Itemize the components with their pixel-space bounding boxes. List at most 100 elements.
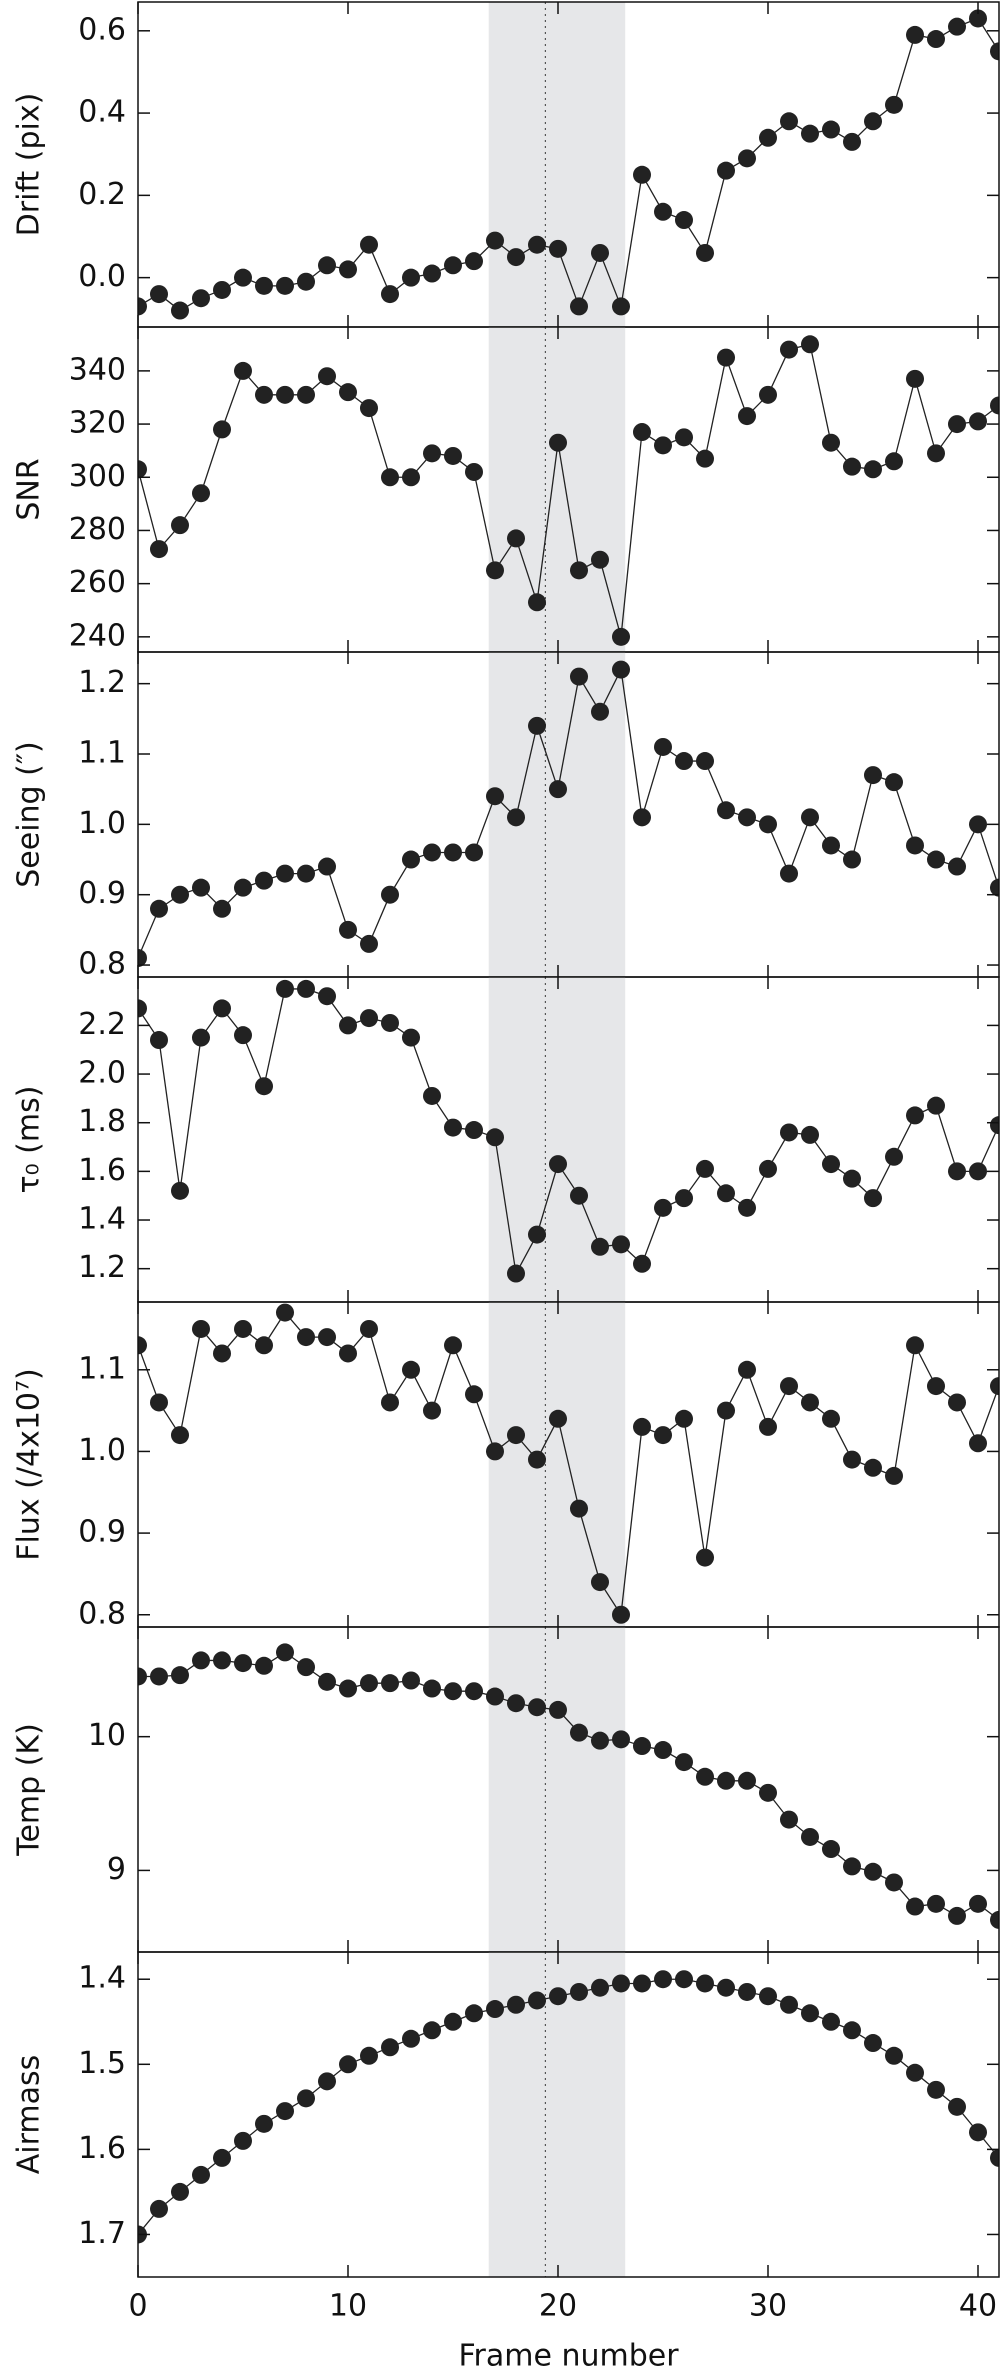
data-point <box>381 1013 399 1032</box>
data-point <box>549 1409 567 1428</box>
data-point <box>990 42 999 61</box>
x-tick-label: 0 <box>128 2289 147 2324</box>
data-point <box>297 979 315 998</box>
data-point <box>633 1737 651 1756</box>
data-point <box>843 132 861 151</box>
data-point <box>612 297 630 316</box>
shaded-region <box>488 2 626 327</box>
data-point <box>675 1409 693 1428</box>
data-point <box>486 1687 504 1706</box>
data-point <box>927 1096 945 1115</box>
data-point <box>591 1237 609 1256</box>
data-point <box>297 1328 315 1347</box>
y-tick-label: 1.7 <box>78 2216 126 2251</box>
data-point <box>234 1026 252 1045</box>
data-point <box>465 2004 483 2023</box>
data-point <box>444 256 462 275</box>
data-point <box>318 367 336 386</box>
data-point <box>696 1974 714 1993</box>
data-point <box>801 2004 819 2023</box>
data-point <box>213 999 231 1018</box>
y-tick-label: 0.6 <box>78 12 126 47</box>
x-tick-label: 30 <box>749 2289 787 2324</box>
data-point <box>570 561 588 580</box>
data-point <box>822 433 840 452</box>
data-point <box>696 752 714 771</box>
data-point <box>906 2063 924 2082</box>
data-point <box>570 1723 588 1742</box>
data-point <box>927 444 945 463</box>
data-point <box>654 436 672 455</box>
data-point <box>528 1698 546 1717</box>
data-point <box>402 1360 420 1379</box>
data-point <box>213 899 231 918</box>
data-point <box>633 1417 651 1436</box>
data-point <box>528 235 546 254</box>
data-point <box>171 301 189 320</box>
data-point <box>507 529 525 548</box>
data-point <box>339 2055 357 2074</box>
y-tick-label: 0.8 <box>78 1596 126 1631</box>
data-point <box>990 2148 999 2167</box>
panel <box>138 1952 999 2277</box>
data-point <box>213 1651 231 1670</box>
data-point <box>717 1771 735 1790</box>
data-point <box>318 1328 336 1347</box>
data-point <box>528 593 546 612</box>
data-point <box>402 1028 420 1047</box>
data-point <box>906 369 924 388</box>
data-point <box>822 1155 840 1174</box>
data-point <box>927 1377 945 1396</box>
data-point <box>780 1810 798 1829</box>
data-point <box>717 801 735 820</box>
data-point <box>507 808 525 827</box>
data-point <box>138 1667 147 1686</box>
data-point <box>150 1393 168 1412</box>
data-point <box>213 1344 231 1363</box>
data-point <box>549 1700 567 1719</box>
data-point <box>423 1086 441 1105</box>
data-point <box>402 2029 420 2048</box>
panel <box>138 327 999 652</box>
data-point <box>171 1426 189 1445</box>
y-tick-label: 2.2 <box>78 1007 126 1042</box>
data-point <box>570 667 588 686</box>
data-point <box>612 1974 630 1993</box>
shaded-region <box>488 1627 626 1952</box>
data-point <box>318 2072 336 2091</box>
y-tick-label: 1.1 <box>78 1351 126 1386</box>
data-point <box>759 1783 777 1802</box>
data-point <box>801 124 819 143</box>
data-point <box>864 766 882 785</box>
data-point <box>654 1426 672 1445</box>
data-point <box>150 1667 168 1686</box>
y-tick-label: 1.4 <box>78 1961 126 1996</box>
data-point <box>486 561 504 580</box>
data-point <box>885 773 903 792</box>
data-point <box>948 415 966 434</box>
data-point <box>255 1077 273 1096</box>
data-point <box>738 1982 756 2001</box>
data-point <box>255 276 273 295</box>
data-point <box>864 112 882 131</box>
data-point <box>276 2102 294 2121</box>
data-point <box>717 1184 735 1203</box>
data-point <box>864 460 882 479</box>
data-point <box>591 243 609 262</box>
y-tick-label: 1.6 <box>78 2131 126 2166</box>
data-point <box>528 716 546 735</box>
data-point <box>255 871 273 890</box>
data-point <box>360 1674 378 1693</box>
data-point <box>444 1682 462 1701</box>
data-point <box>906 25 924 44</box>
y-tick-label: 300 <box>69 459 126 494</box>
data-point <box>318 987 336 1006</box>
data-point <box>759 1417 777 1436</box>
data-point <box>612 1730 630 1749</box>
data-point <box>717 1978 735 1997</box>
data-point <box>591 702 609 721</box>
data-point <box>150 1031 168 1050</box>
y-tick-label: 0.8 <box>78 947 126 982</box>
data-point <box>801 1827 819 1846</box>
data-point <box>423 2021 441 2040</box>
